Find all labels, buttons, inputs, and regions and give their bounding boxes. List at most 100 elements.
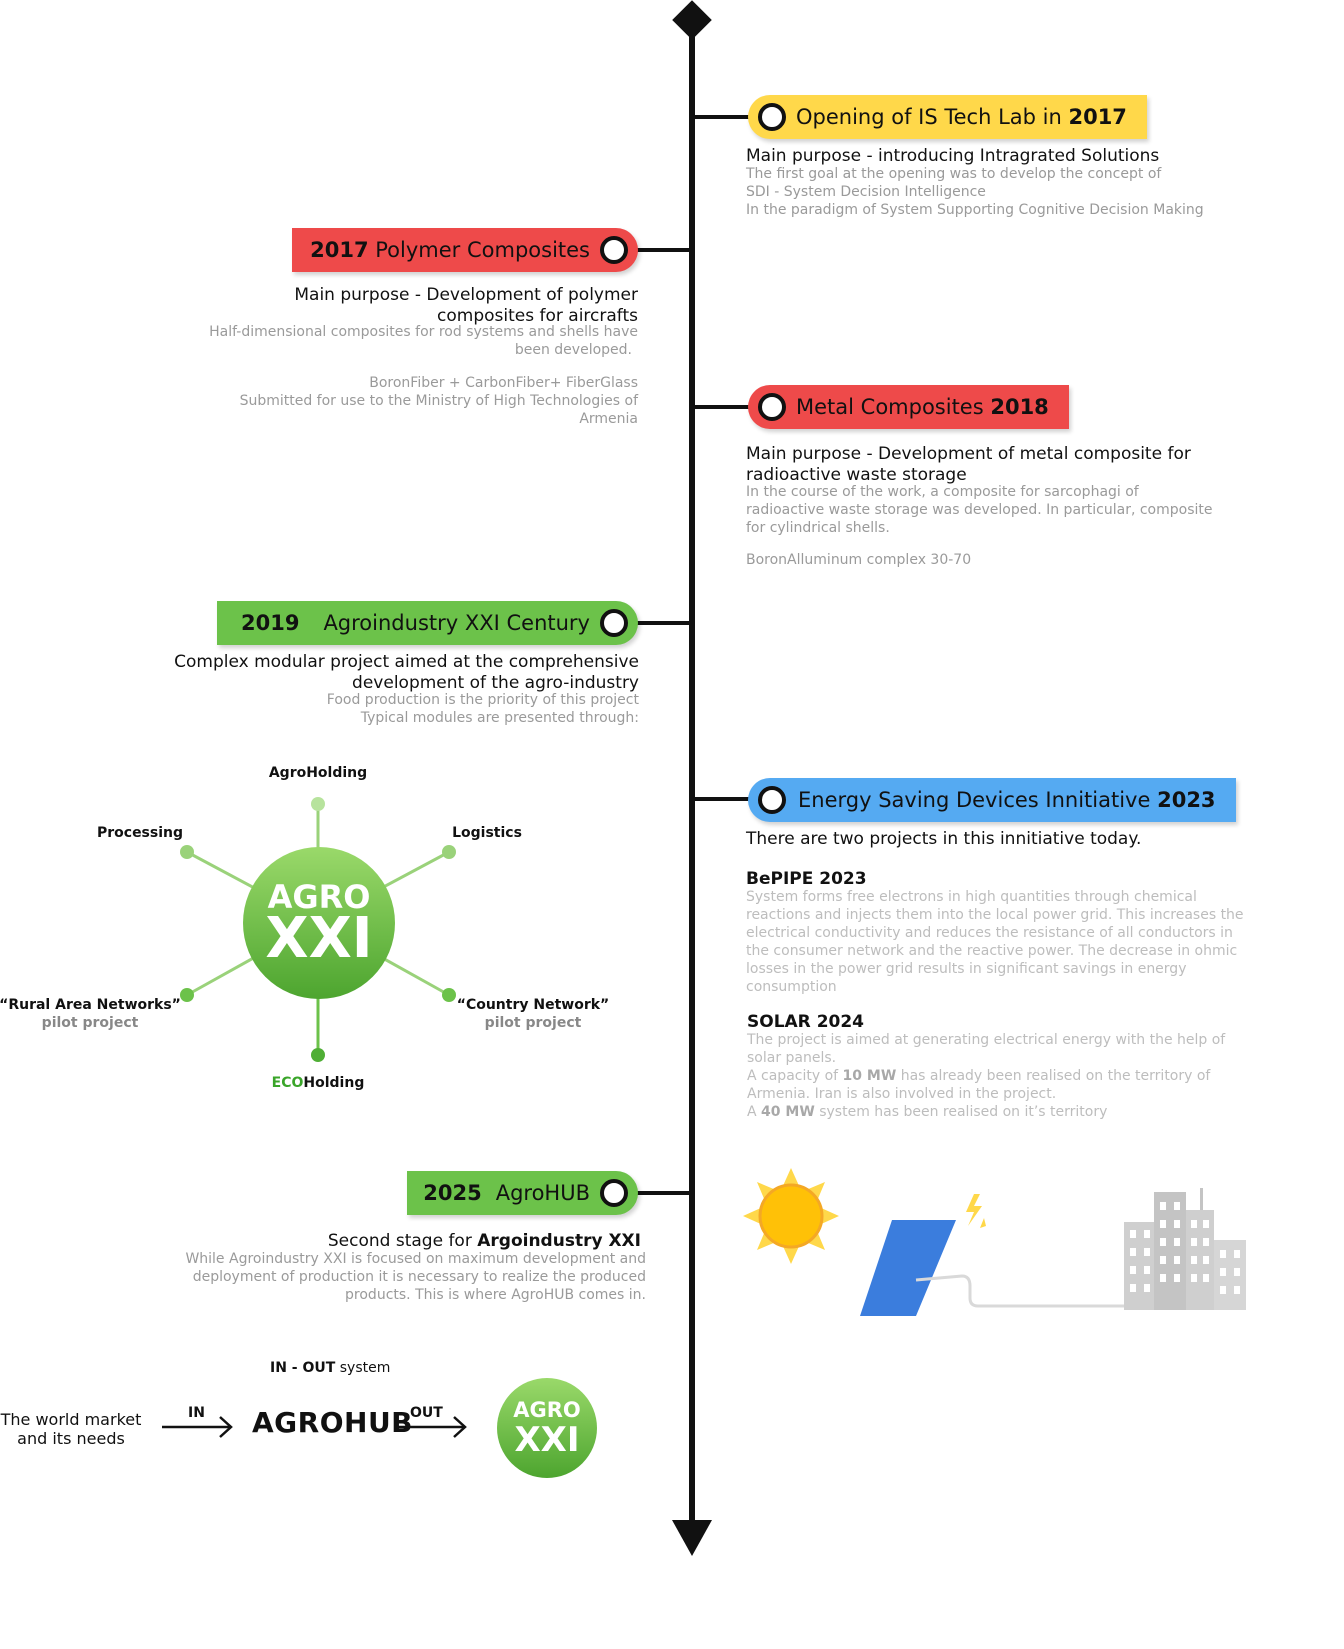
city-buildings-icon	[1124, 1188, 1246, 1310]
node-eco-dot	[311, 1048, 325, 1062]
node-eco-rest: Holding	[303, 1075, 365, 1091]
agrohub-main-bold: Argoindustry XXI	[477, 1231, 641, 1251]
solar-capacity-value: 10 MW	[842, 1068, 897, 1084]
solar-iran-value: 40 MW	[761, 1104, 815, 1120]
node-country-dot	[442, 988, 456, 1002]
node-country-sub: pilot project	[484, 1015, 582, 1031]
node-country-label: “Country Network” pilot project	[457, 996, 610, 1032]
timeline-axis	[689, 30, 695, 1530]
solar-desc-line: solar panels.	[747, 1050, 837, 1066]
hub-flow-title-bold: IN - OUT	[270, 1360, 336, 1376]
polymer-desc-line: been developed.	[514, 342, 632, 358]
tag-polymer-year: 2017	[310, 238, 369, 262]
istech-desc-line: In the paradigm of System Supporting Cog…	[746, 202, 1204, 218]
tag-polymer: 2017 Polymer Composites	[292, 228, 638, 272]
tag-istech-year: 2017	[1068, 105, 1127, 129]
tag-polymer-title: Polymer Composites	[368, 238, 590, 262]
solar-title: SOLAR 2024	[747, 1012, 865, 1032]
polymer-desc: Half-dimensional composites for rod syst…	[209, 323, 638, 359]
polymer-main-line: composites for aircrafts	[437, 306, 638, 326]
agrohub-desc: While Agroindustry XXI is focused on max…	[185, 1250, 646, 1304]
tag-energy-year: 2023	[1157, 788, 1216, 812]
tag-agrohub: 2025 AgroHUB	[407, 1171, 638, 1215]
solar-capacity-pre: A capacity of	[747, 1068, 843, 1084]
hub-flow-title-rest: system	[335, 1360, 391, 1376]
connector-agrohub	[634, 1191, 692, 1195]
metal-desc-line: In the course of the work, a composite f…	[746, 484, 1139, 500]
connector-metal	[692, 405, 752, 409]
hub-flow-in-label: IN	[188, 1405, 205, 1421]
energy-main: There are two projects in this innitiati…	[746, 829, 1142, 849]
tag-energy-pre: Energy Saving Devices Innitiative	[798, 788, 1158, 812]
solar-capacity-post: has already been realised on the territo…	[896, 1068, 1211, 1084]
timeline-node-icon	[758, 786, 786, 814]
agrohub-main-pre: Second stage for	[327, 1231, 478, 1251]
tag-agro: 2019 Agroindustry XXI Century	[216, 601, 638, 645]
node-eco-prefix: ECO	[271, 1075, 304, 1091]
istech-main: Main purpose - introducing Intragrated S…	[746, 146, 1160, 166]
istech-desc-line: SDI - System Decision Intelligence	[746, 184, 986, 200]
metal-main-line: radioactive waste storage	[746, 465, 967, 485]
metal-main: Main purpose - Development of metal comp…	[746, 444, 1191, 486]
bepipe-desc-line: reactions and injects them into the loca…	[746, 907, 1244, 923]
node-processing-dot	[180, 845, 194, 859]
agro-main: Complex modular project aimed at the com…	[174, 652, 639, 694]
tag-metal: Metal Composites 2018	[748, 385, 1069, 429]
tag-istech: Opening of IS Tech Lab in 2017	[748, 95, 1147, 139]
connector-istech	[692, 115, 752, 119]
bepipe-desc-line: consumption	[746, 979, 837, 995]
solar-desc: The project is aimed at generating elect…	[747, 1031, 1225, 1121]
node-rural-title: “Rural Area Networks”	[0, 997, 181, 1013]
hub-flow-hub: AGROHUB	[252, 1406, 414, 1439]
metal-materials: BoronAlluminum complex 30-70	[746, 552, 972, 568]
solar-desc-line: Armenia. Iran is also involved in the pr…	[747, 1086, 1057, 1102]
polymer-materials-line: Submitted for use to the Ministry of Hig…	[239, 393, 638, 409]
polymer-materials-line: BoronFiber + CarbonFiber+ FiberGlass	[369, 375, 638, 391]
tag-metal-year: 2018	[990, 395, 1049, 419]
hub-flow-source-line: The world market	[0, 1410, 142, 1429]
hub-flow-title: IN - OUT system	[270, 1360, 390, 1376]
node-rural-dot	[180, 988, 194, 1002]
agrohub-desc-line: deployment of production it is necessary…	[192, 1269, 646, 1285]
tag-agro-year: 2019	[240, 611, 300, 635]
polymer-desc-line: Half-dimensional composites for rod syst…	[209, 324, 638, 340]
metal-desc: In the course of the work, a composite f…	[746, 483, 1213, 537]
bepipe-title: BePIPE 2023	[746, 869, 867, 889]
timeline-end-arrow	[672, 1520, 712, 1556]
agro-center-top: AGRO	[267, 878, 371, 916]
solar-panel-icon	[860, 1220, 956, 1316]
node-logistics-label: Logistics	[452, 825, 522, 841]
polymer-materials: BoronFiber + CarbonFiber+ FiberGlass Sub…	[240, 374, 638, 428]
node-rural-sub: pilot project	[41, 1015, 139, 1031]
agro-desc-line: Food production is the priority of this …	[326, 692, 639, 708]
istech-desc-line: The first goal at the opening was to dev…	[746, 166, 1162, 182]
metal-main-line: Main purpose - Development of metal comp…	[746, 444, 1191, 464]
hub-flow-out-label: OUT	[410, 1405, 443, 1421]
tag-agro-title: Agroindustry XXI Century	[323, 611, 590, 635]
hub-target-bottom: XXI	[514, 1420, 580, 1460]
arrow-right-icon	[162, 1416, 233, 1438]
agro-main-line: development of the agro-industry	[352, 673, 639, 693]
timeline-node-icon	[758, 103, 786, 131]
agro-desc-line: Typical modules are presented through:	[360, 710, 639, 726]
timeline-node-icon	[600, 1179, 628, 1207]
sun-icon	[743, 1168, 839, 1264]
solar-iran-post: system has been realised on it’s territo…	[814, 1104, 1108, 1120]
timeline-node-icon	[600, 236, 628, 264]
hub-flow-source-line: and its needs	[17, 1429, 125, 1448]
solar-desc-line: A 40 MW system has been realised on it’s…	[747, 1103, 1225, 1121]
node-country-title: “Country Network”	[456, 997, 610, 1013]
tag-istech-pre: Opening of IS Tech Lab in	[796, 105, 1069, 129]
hub-flow-source: The world market and its needs	[0, 1410, 142, 1448]
solar-iran-pre: A	[747, 1104, 762, 1120]
istech-desc: The first goal at the opening was to dev…	[746, 165, 1204, 219]
polymer-main-line: Main purpose - Development of polymer	[294, 285, 638, 305]
node-rural-label: “Rural Area Networks” pilot project	[0, 996, 181, 1032]
tag-agrohub-title: AgroHUB	[495, 1181, 590, 1205]
connector-polymer	[634, 248, 692, 252]
node-agroholding-label: AgroHolding	[268, 765, 368, 781]
node-logistics-dot	[442, 845, 456, 859]
tag-agrohub-year: 2025	[423, 1181, 482, 1205]
agrohub-main: Second stage for Argoindustry XXI	[328, 1231, 641, 1252]
node-eco-label: ECOHolding	[272, 1075, 365, 1091]
